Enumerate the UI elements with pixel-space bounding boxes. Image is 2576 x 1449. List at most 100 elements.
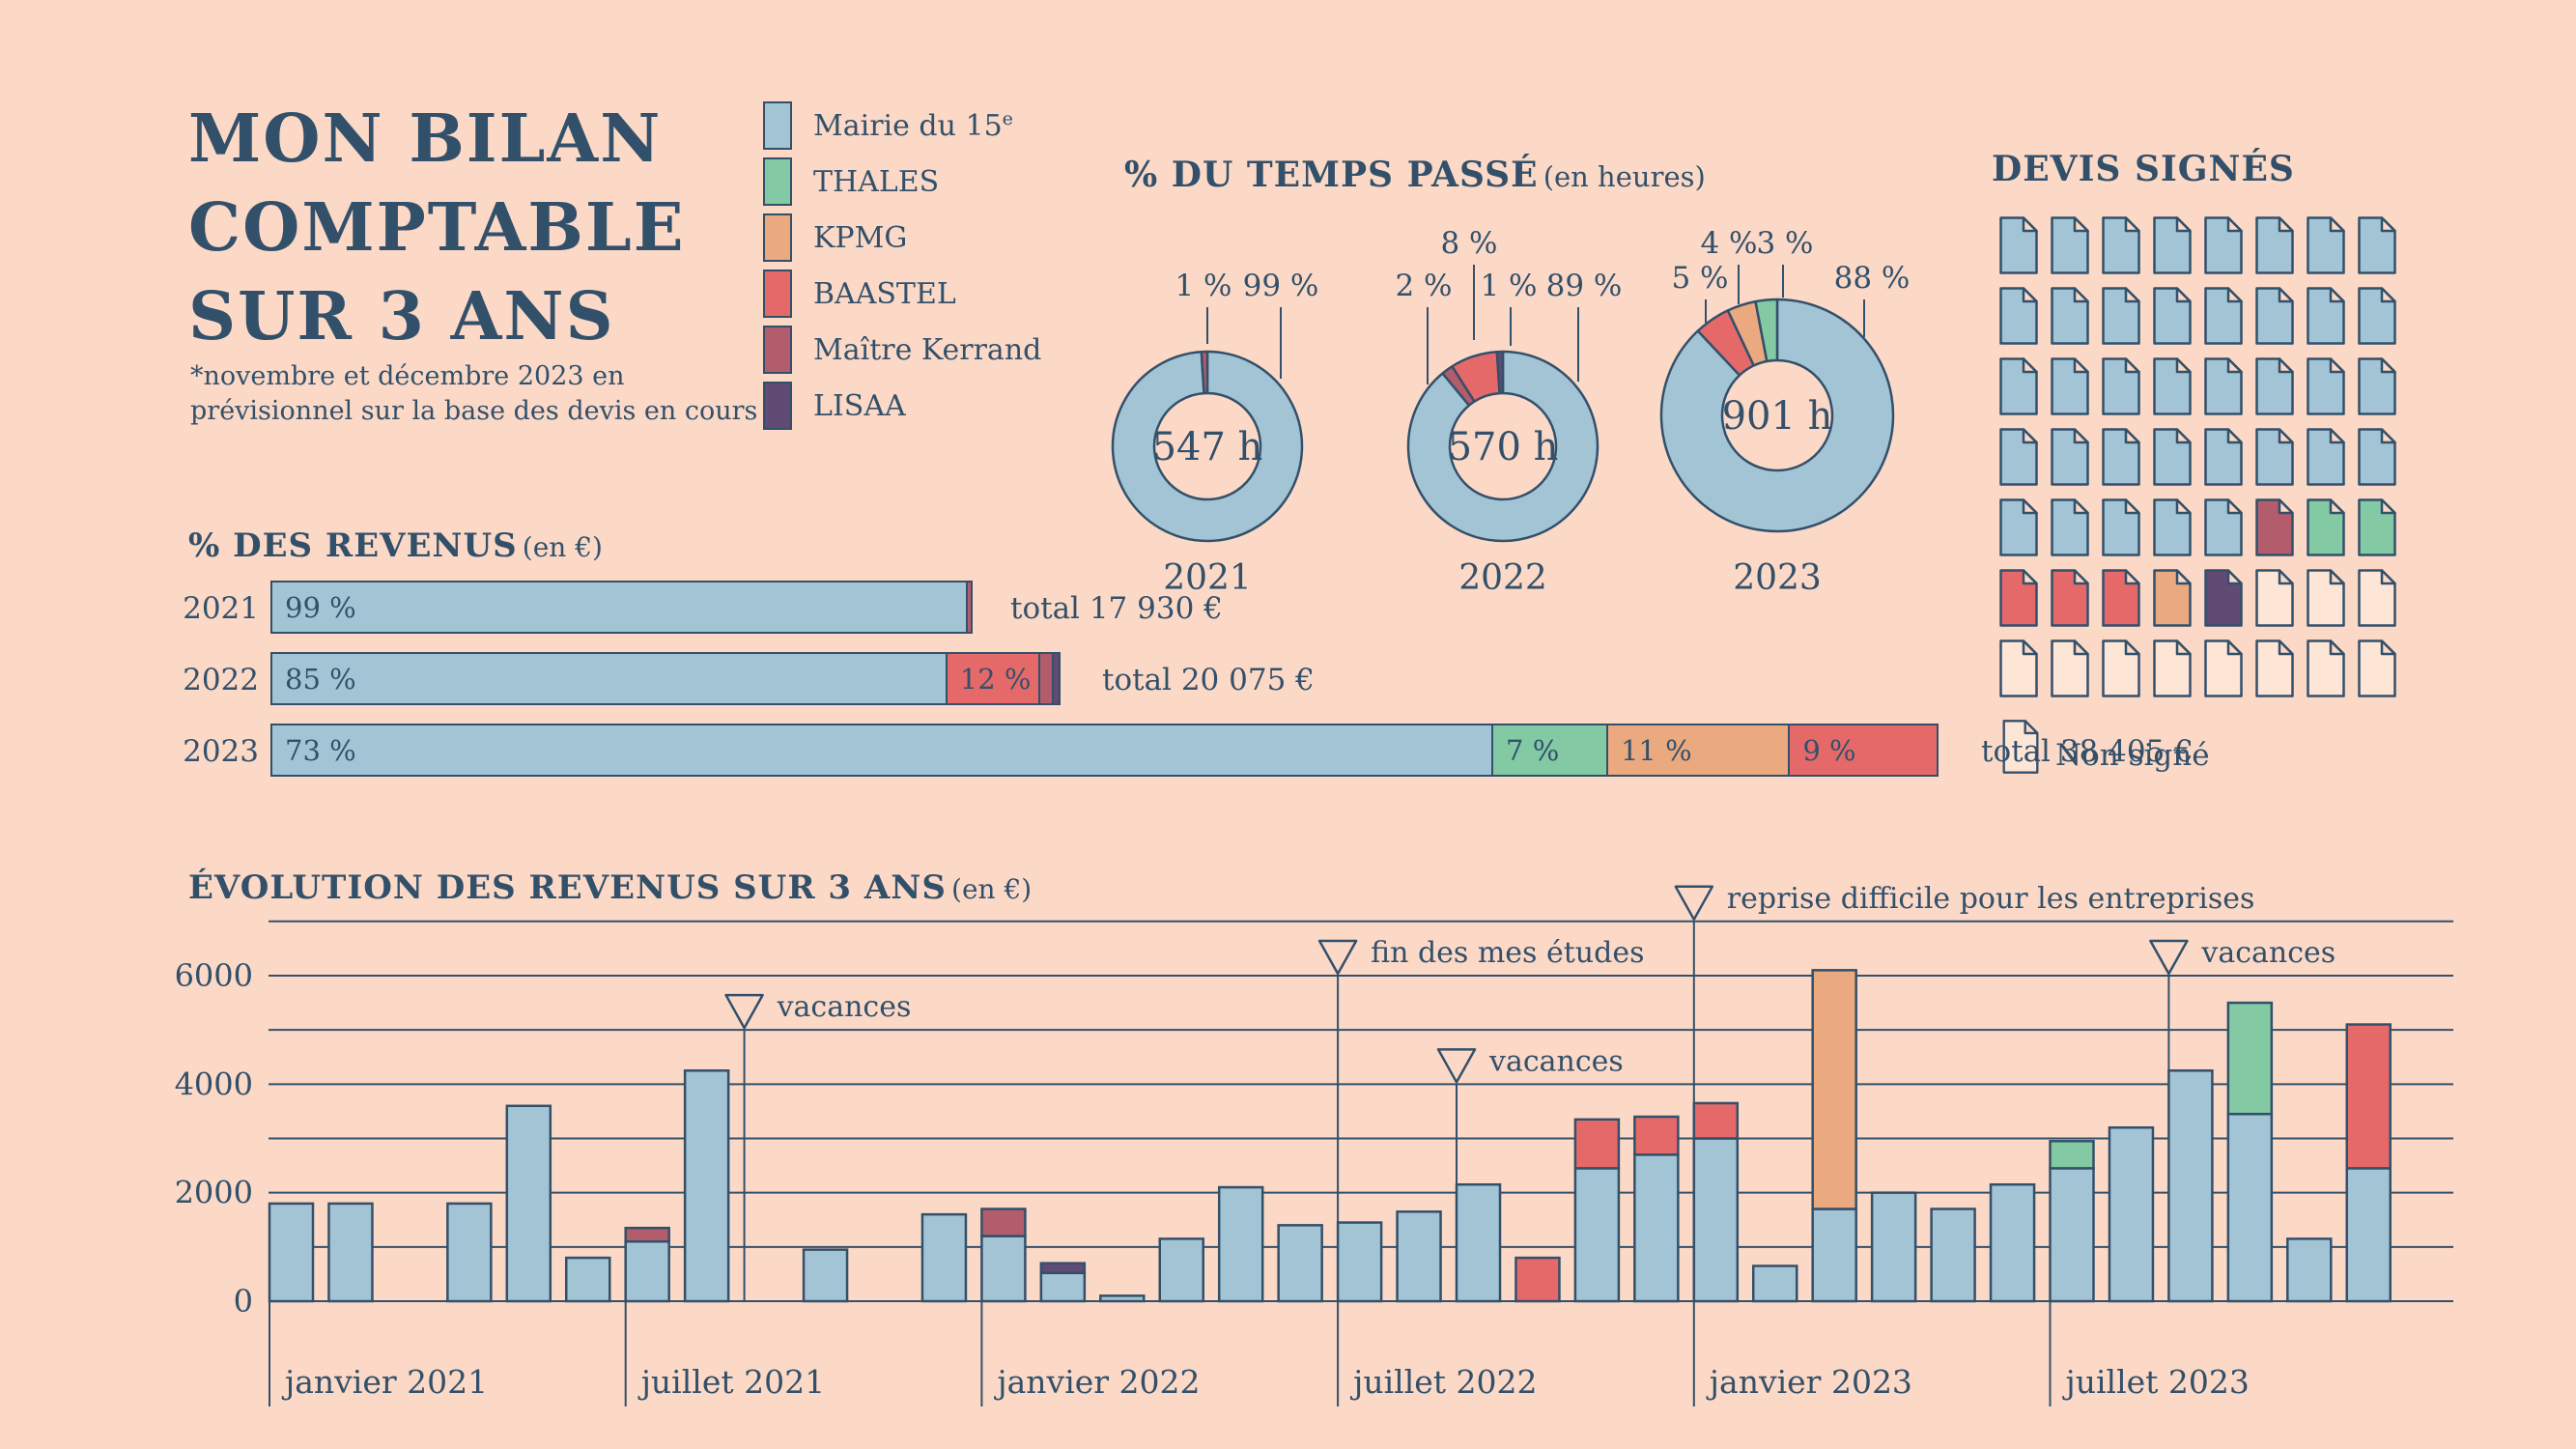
bar-segment-2021-05-mairie bbox=[505, 1104, 552, 1303]
donut-segment-2023-thales bbox=[1754, 298, 1779, 363]
donut-percent-label-2022: 1 % bbox=[1480, 269, 1537, 303]
devis-doc-icon-mairie bbox=[2101, 427, 2141, 491]
devis-doc-icon-unsigned bbox=[2152, 639, 2193, 702]
devis-doc-icon-baastel bbox=[1998, 568, 2039, 632]
bar-segment-2021-07-mairie bbox=[624, 1239, 670, 1303]
annotation-label: reprise difficile pour les entreprises bbox=[1727, 882, 2255, 916]
devis-doc-icon-baastel bbox=[2101, 568, 2141, 632]
bar-segment-2023-03-mairie bbox=[1811, 1208, 1857, 1303]
bar-segment-2023-04-mairie bbox=[1870, 1191, 1917, 1303]
revenue-segment-label: 12 % bbox=[959, 662, 1032, 696]
legend-swatch-icon bbox=[763, 213, 792, 262]
devis-doc-icon-mairie bbox=[1998, 215, 2039, 279]
devis-doc-icon-mairie bbox=[2152, 286, 2193, 350]
annotation-marker-icon bbox=[1436, 1048, 1477, 1084]
bar-segment-2022-06-mairie bbox=[1277, 1224, 1323, 1303]
annotation-label: vacances bbox=[2200, 936, 2335, 970]
devis-doc-icon-kerrand bbox=[2254, 497, 2295, 561]
bar-segment-2023-01-baastel bbox=[1692, 1101, 1740, 1140]
bar-segment-2022-02-mairie bbox=[1039, 1271, 1087, 1303]
devis-doc-icon-mairie bbox=[2306, 427, 2346, 491]
legend-item-label: THALES bbox=[813, 164, 940, 199]
donut-year-label-2022: 2022 bbox=[1458, 558, 1547, 598]
devis-doc-icon-mairie bbox=[2101, 497, 2141, 561]
donut-percent-label-2021: 99 % bbox=[1243, 269, 1319, 303]
donut-segment-2021-mairie bbox=[1111, 350, 1304, 543]
revenue-segment-2022-baastel: 12 % bbox=[945, 652, 1041, 705]
devis-doc-icon-mairie bbox=[2152, 427, 2193, 491]
devis-doc-icon-mairie bbox=[2203, 497, 2244, 561]
devis-doc-icon-mairie bbox=[2101, 356, 2141, 420]
devis-doc-icon-thales bbox=[2306, 497, 2346, 561]
bar-segment-2021-01-mairie bbox=[268, 1202, 315, 1303]
devis-doc-icon-mairie bbox=[2050, 497, 2090, 561]
revenue-bar-2023: 73 % 7 % 11 % 9 % bbox=[270, 724, 1946, 777]
bar-segment-2022-11-mairie bbox=[1573, 1167, 1621, 1303]
donut-year-label-2023: 2023 bbox=[1733, 558, 1822, 598]
revenue-segment-2023-kpmg: 11 % bbox=[1605, 724, 1791, 777]
annotation-marker-icon bbox=[1317, 939, 1358, 976]
bar-segment-2022-08-mairie bbox=[1396, 1210, 1442, 1303]
x-axis-label: janvier 2022 bbox=[993, 1363, 1200, 1401]
donut-segment-2023-mairie bbox=[1659, 298, 1895, 533]
devis-doc-icon-mairie bbox=[2203, 286, 2244, 350]
donut-percent-label-2022: 2 % bbox=[1395, 269, 1452, 303]
revenue-segment-label: 9 % bbox=[1802, 733, 1856, 767]
devis-doc-icon-mairie bbox=[2050, 215, 2090, 279]
devis-doc-icon-mairie bbox=[2357, 286, 2397, 350]
donut-hours-label-2022: 570 h bbox=[1448, 425, 1559, 469]
bar-segment-2021-10-mairie bbox=[802, 1248, 849, 1303]
bar-segment-2022-12-baastel bbox=[1633, 1115, 1680, 1156]
devis-doc-icon-mairie bbox=[2254, 356, 2295, 420]
devis-doc-icon-mairie bbox=[1998, 286, 2039, 350]
bar-segment-2021-07-kerrand bbox=[624, 1226, 670, 1243]
page-title: MON BILAN COMPTABLE SUR 3 ANS bbox=[188, 95, 686, 361]
evolution-section-title: ÉVOLUTION DES REVENUS SUR 3 ANS (en €) bbox=[188, 868, 1032, 907]
devis-doc-icon-mairie bbox=[2152, 497, 2193, 561]
y-axis-label-4000: 4000 bbox=[175, 1065, 253, 1102]
donut-hours-label-2021: 547 h bbox=[1152, 425, 1263, 469]
devis-doc-icon-mairie bbox=[2203, 215, 2244, 279]
x-axis-label: juillet 2021 bbox=[637, 1363, 825, 1401]
time-section-unit: (en heures) bbox=[1543, 160, 1706, 193]
devis-doc-icon-mairie bbox=[2306, 215, 2346, 279]
revenue-segment-label: 7 % bbox=[1506, 733, 1560, 767]
evolution-section-unit: (en €) bbox=[951, 873, 1033, 905]
bar-segment-2023-12-mairie bbox=[2345, 1167, 2392, 1303]
x-axis-label: juillet 2022 bbox=[1349, 1363, 1537, 1401]
time-section-title-text: % DU TEMPS PASSÉ bbox=[1124, 155, 1539, 195]
donut-percent-label-2023: 3 % bbox=[1756, 226, 1813, 261]
bar-segment-2023-10-mairie bbox=[2226, 1112, 2274, 1303]
revenue-segment-label: 11 % bbox=[1620, 733, 1692, 767]
annotation-label: fin des mes études bbox=[1371, 936, 1644, 970]
bar-segment-2023-10-thales bbox=[2226, 1001, 2274, 1116]
devis-doc-icon-mairie bbox=[2254, 286, 2295, 350]
legend-item-label: Mairie du 15e bbox=[813, 108, 1013, 143]
devis-grid bbox=[1998, 215, 2404, 718]
annotation-marker-icon bbox=[724, 993, 764, 1030]
evolution-section-title-text: ÉVOLUTION DES REVENUS SUR 3 ANS bbox=[188, 868, 947, 907]
x-axis-label: janvier 2021 bbox=[281, 1363, 488, 1401]
revenue-section-unit: (en €) bbox=[522, 531, 603, 563]
devis-doc-icon-thales bbox=[2357, 497, 2397, 561]
devis-doc-icon-mairie bbox=[2254, 427, 2295, 491]
revenue-segment-label: 73 % bbox=[285, 733, 356, 767]
page-title-line-1: MON BILAN bbox=[188, 100, 663, 178]
legend-item-kpmg: KPMG bbox=[763, 213, 907, 262]
x-axis-label: janvier 2023 bbox=[1706, 1363, 1912, 1401]
footnote-line-1: *novembre et décembre 2023 en bbox=[190, 361, 625, 391]
devis-doc-icon-unsigned bbox=[1998, 639, 2039, 702]
revenue-segment-2021-mairie: 99 % bbox=[270, 581, 969, 634]
bar-segment-2023-01-mairie bbox=[1692, 1137, 1740, 1303]
bar-segment-2023-09-mairie bbox=[2167, 1069, 2214, 1303]
revenue-segment-label: 85 % bbox=[285, 662, 356, 696]
revenue-section-title: % DES REVENUS (en €) bbox=[188, 526, 603, 565]
annotation-label: vacances bbox=[777, 990, 912, 1024]
annotation-label: vacances bbox=[1488, 1044, 1624, 1078]
non-signe-label: Non signé bbox=[2055, 738, 2210, 773]
devis-doc-icon-mairie bbox=[2101, 286, 2141, 350]
devis-doc-icon-unsigned bbox=[2101, 639, 2141, 702]
y-axis-label-6000: 6000 bbox=[175, 957, 253, 994]
devis-doc-icon-mairie bbox=[2357, 356, 2397, 420]
bar-segment-2022-10-baastel bbox=[1514, 1256, 1561, 1303]
